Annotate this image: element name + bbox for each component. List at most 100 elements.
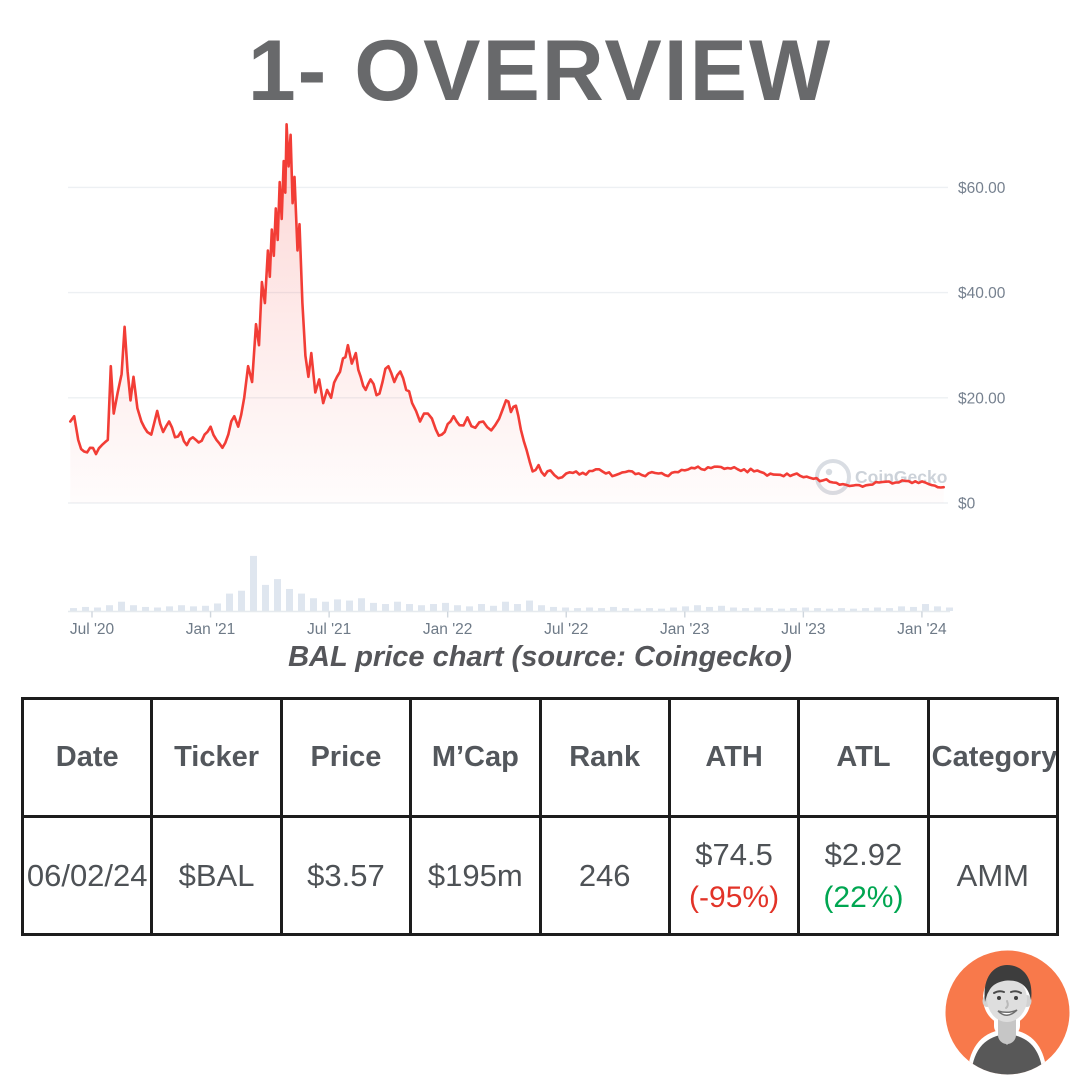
volume-bar — [562, 607, 569, 611]
x-tick-label: Jul '21 — [307, 621, 351, 638]
volume-bar — [166, 606, 173, 611]
volume-bar — [550, 606, 557, 611]
stats-table: Date Ticker Price M’Cap Rank ATH ATL Category 0… — [20, 697, 1060, 936]
table-cell-value: $3.57 — [307, 857, 385, 893]
table-row: 06/02/24 $BAL $3.57 $195m 246 $74.5 (-95%) $2.9… — [20, 815, 1060, 936]
table-cell-change: (-95%) — [689, 880, 780, 914]
volume-bars — [70, 555, 953, 611]
volume-bar — [646, 608, 653, 611]
y-tick-label: $0 — [958, 496, 976, 513]
volume-bar — [226, 593, 233, 611]
table-cell: $195m — [409, 815, 542, 936]
volume-bar — [934, 606, 941, 611]
x-tick-label: Jan '22 — [423, 621, 473, 638]
volume-bar — [70, 608, 77, 611]
table-cell-value: $BAL — [178, 857, 255, 893]
table-cell-change: (22%) — [823, 880, 904, 914]
volume-bar — [790, 608, 797, 611]
table-header-cell: M’Cap — [409, 697, 542, 818]
volume-bar — [310, 598, 317, 611]
volume-bar — [514, 604, 521, 611]
volume-bar — [658, 608, 665, 611]
x-tick-label: Jan '24 — [897, 621, 947, 638]
table-cell-value: $195m — [427, 857, 523, 893]
volume-bar — [370, 602, 377, 611]
table-cell: 246 — [538, 815, 671, 936]
volume-bar — [838, 608, 845, 611]
y-tick-label: $60.00 — [958, 180, 1006, 197]
volume-bar — [142, 606, 149, 611]
table-cell-value: $2.92 — [824, 836, 903, 872]
volume-bar — [118, 601, 125, 611]
price-area-fill — [70, 124, 944, 504]
table-cell-value: 246 — [578, 857, 631, 893]
volume-bar — [502, 601, 509, 611]
x-tick-label: Jul '20 — [70, 621, 115, 638]
avatar-image — [945, 950, 1070, 1075]
page-title: 1- OVERVIEW — [247, 23, 833, 119]
table-header-cell: Date — [20, 697, 154, 818]
x-tick-label: Jan '21 — [186, 621, 236, 638]
volume-bar — [466, 606, 473, 611]
table-cell: AMM — [926, 815, 1060, 936]
volume-bar — [262, 584, 269, 611]
volume-bar — [526, 600, 533, 611]
table-cell: $BAL — [150, 815, 283, 936]
table-header-cell: Rank — [538, 697, 671, 818]
volume-bar — [322, 601, 329, 611]
volume-bar — [394, 601, 401, 611]
volume-bar — [286, 588, 293, 611]
table-cell-value: 06/02/24 — [26, 857, 148, 893]
table-header-cell: Price — [279, 697, 413, 818]
volume-bar — [874, 607, 881, 611]
volume-bar — [274, 579, 281, 611]
volume-bar — [382, 604, 389, 611]
volume-bar — [94, 607, 101, 611]
volume-bar — [454, 605, 461, 611]
volume-bar — [718, 605, 725, 611]
volume-bar — [694, 605, 701, 611]
volume-bar — [802, 607, 809, 611]
table-header-row: Date Ticker Price M’Cap Rank ATH ATL Category — [20, 697, 1060, 818]
chart-caption: BAL price chart (source: Coingecko) — [288, 641, 792, 673]
table-cell: $3.57 — [279, 815, 413, 936]
volume-bar — [826, 608, 833, 611]
volume-bar — [862, 608, 869, 611]
volume-bar — [814, 608, 821, 611]
volume-bar — [154, 607, 161, 611]
volume-bar — [418, 605, 425, 611]
volume-bar — [238, 590, 245, 611]
volume-bar — [586, 607, 593, 611]
volume-bar — [298, 593, 305, 611]
volume-bar — [922, 604, 929, 611]
coingecko-logo-eye — [825, 468, 833, 476]
volume-bar — [622, 608, 629, 611]
table-header-cell: Ticker — [150, 697, 283, 818]
volume-bar — [178, 605, 185, 611]
volume-bar — [202, 605, 209, 611]
y-tick-label: $40.00 — [958, 285, 1006, 302]
volume-bar — [850, 608, 857, 611]
avatar-person — [967, 965, 1047, 1075]
volume-bar — [610, 606, 617, 611]
volume-bar — [598, 608, 605, 611]
volume-bar — [778, 608, 785, 611]
volume-bar — [430, 604, 437, 611]
volume-bar — [334, 599, 341, 611]
price-line — [69, 123, 945, 489]
table-header-cell: ATH — [667, 697, 801, 818]
chart-x-axis: Jul '20 Jan '21 Jul '21 Jan '22 Jul '22 Jan '… — [68, 610, 950, 638]
volume-bar — [730, 607, 737, 611]
volume-bar — [442, 602, 449, 611]
table-cell: 06/02/24 — [20, 815, 154, 936]
volume-bar — [754, 607, 761, 611]
volume-bar — [538, 605, 545, 611]
volume-bar — [706, 606, 713, 611]
chart-y-axis-labels: $60.00 $40.00 $20.00 $0 — [958, 180, 1006, 513]
volume-bar — [490, 605, 497, 611]
volume-bar — [82, 606, 89, 611]
volume-bar — [250, 555, 257, 611]
volume-bar — [358, 598, 365, 611]
price-series — [69, 123, 945, 504]
